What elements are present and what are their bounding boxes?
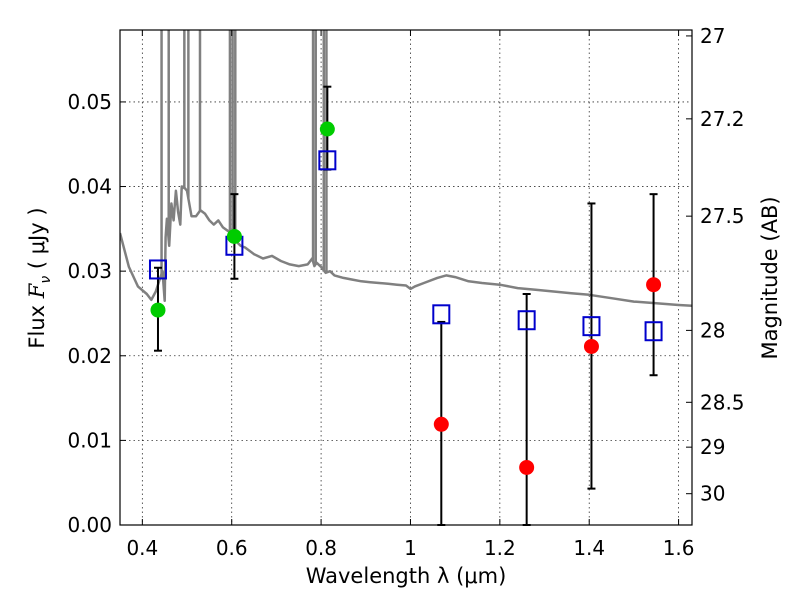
x-tick-label: 1.4	[573, 536, 605, 560]
y-axis-title-right: Magnitude (AB)	[758, 196, 782, 359]
upper-limit-point	[433, 416, 449, 432]
magnitude-tick-label: 28	[700, 318, 725, 342]
model-flux-square	[148, 259, 167, 280]
model-flux-square	[644, 321, 663, 342]
y-axis-title-symbol: F	[25, 282, 49, 299]
y-tick-label: 0.05	[67, 90, 112, 114]
x-axis-title: Wavelength λ (μm)	[306, 564, 507, 588]
axis-ticks: 0.4 0.6 0.8 1 1.2 1.4 1.6 0.00 0.01 0.02 0.03 0.04 0…	[67, 24, 744, 560]
y-tick-label: 0.04	[67, 175, 112, 199]
magnitude-tick-label: 27.2	[700, 107, 745, 131]
y-tick-label: 0.02	[67, 344, 112, 368]
x-tick-label: 1	[404, 536, 417, 560]
x-tick-label: 0.4	[126, 536, 158, 560]
model-flux-square	[582, 316, 601, 337]
x-tick-label: 1.6	[663, 536, 695, 560]
x-tick-label: 1.2	[484, 536, 516, 560]
grid	[120, 30, 692, 526]
y-axis-title-left: Flux Fν ( μJy )	[25, 207, 54, 348]
magnitude-tick-label: 30	[700, 482, 725, 506]
magnitude-tick-label: 29	[700, 435, 725, 459]
y-axis-title-unit: ( μJy )	[25, 207, 49, 275]
plot-area	[120, 30, 692, 525]
model-flux-square	[517, 310, 536, 331]
upper-limit-point	[583, 338, 599, 354]
detection-point	[150, 302, 166, 318]
magnitude-tick-label: 27	[700, 24, 725, 48]
detection-point	[319, 121, 335, 137]
plot-frame	[119, 29, 693, 526]
y-tick-label: 0.03	[67, 259, 112, 283]
data-markers	[148, 121, 663, 475]
x-tick-label: 0.8	[305, 536, 337, 560]
spectrum-line	[120, 185, 692, 308]
upper-limit-point	[519, 459, 535, 475]
model-flux-square	[432, 304, 451, 325]
y-axis-title-subscript: ν	[38, 276, 54, 284]
model-spectrum	[120, 30, 692, 308]
magnitude-tick-label: 27.5	[700, 204, 745, 228]
x-tick-label: 0.6	[216, 536, 248, 560]
y-tick-label: 0.00	[67, 513, 112, 537]
y-axis-title-prefix: Flux	[25, 298, 49, 348]
upper-limit-point	[646, 277, 662, 293]
magnitude-tick-label: 28.5	[700, 390, 745, 414]
detection-point	[226, 228, 242, 244]
model-flux-square	[318, 150, 337, 171]
y-tick-label: 0.01	[67, 428, 112, 452]
